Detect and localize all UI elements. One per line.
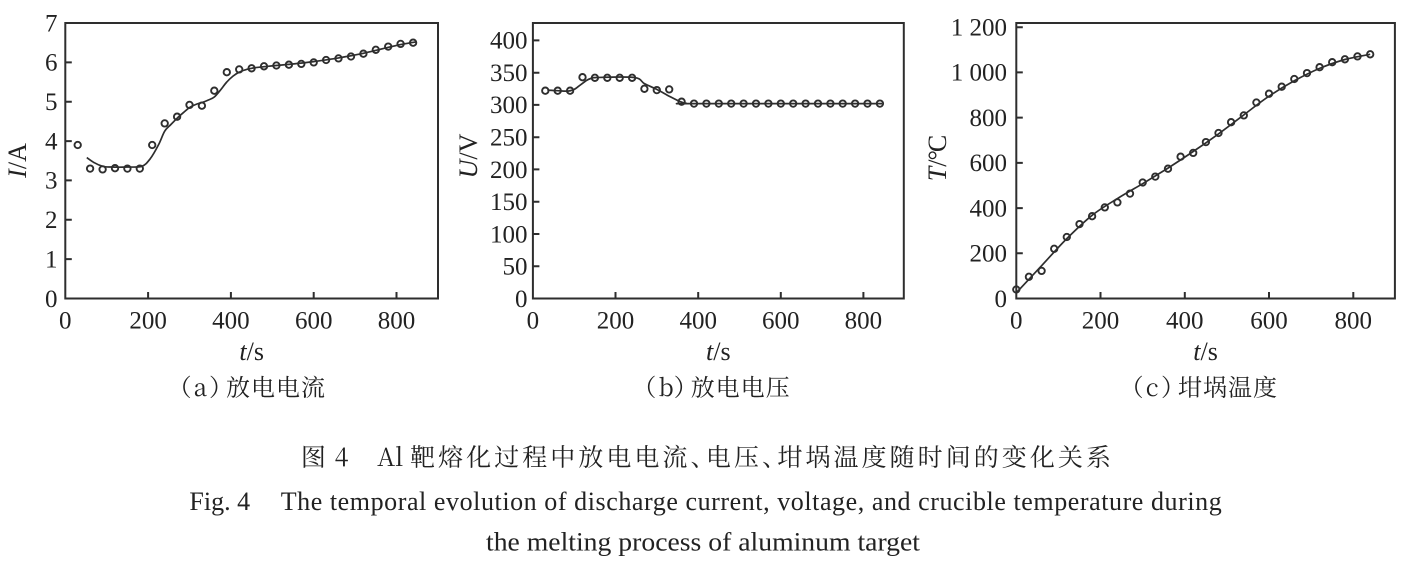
svg-text:Fig. 4: Fig. 4 [189,487,250,516]
svg-text:t/s: t/s [1193,337,1218,366]
svg-text:I/A: I/A [3,143,32,179]
svg-text:4: 4 [45,128,58,155]
svg-text:400: 400 [970,195,1008,222]
svg-text:t/s: t/s [239,337,264,366]
svg-text:600: 600 [295,308,333,335]
svg-text:200: 200 [597,308,635,335]
svg-text:800: 800 [1335,308,1373,335]
svg-text:200: 200 [490,157,528,184]
svg-text:1 200: 1 200 [951,15,1007,42]
svg-text:2: 2 [45,207,58,234]
svg-text:600: 600 [970,150,1008,177]
svg-text:U/V: U/V [454,133,483,178]
svg-text:3: 3 [45,168,58,195]
svg-text:600: 600 [1250,308,1288,335]
svg-text:400: 400 [1166,308,1204,335]
svg-text:100: 100 [490,221,528,248]
svg-text:400: 400 [679,308,717,335]
svg-text:150: 150 [490,189,528,216]
svg-text:1: 1 [45,246,58,273]
svg-text:The temporal evolution of disc: The temporal evolution of discharge curr… [281,487,1222,516]
svg-text:600: 600 [762,308,800,335]
svg-text:0: 0 [995,286,1008,313]
svg-text:0: 0 [515,286,528,313]
svg-text:0: 0 [527,308,540,335]
svg-text:800: 800 [845,308,883,335]
svg-text:0: 0 [1010,308,1023,335]
svg-text:800: 800 [378,308,416,335]
svg-text:t/s: t/s [706,337,731,366]
svg-text:200: 200 [1082,308,1120,335]
svg-text:400: 400 [490,28,528,55]
svg-text:800: 800 [970,105,1008,132]
svg-text:T/°C: T/°C [923,135,952,181]
svg-text:50: 50 [503,254,528,281]
svg-text:1 000: 1 000 [951,60,1007,87]
svg-text:5: 5 [45,89,58,116]
svg-text:200: 200 [129,308,167,335]
svg-text:the melting process of aluminu: the melting process of aluminum target [486,528,921,557]
svg-text:250: 250 [490,125,528,152]
svg-text:400: 400 [212,308,250,335]
svg-text:350: 350 [490,60,528,87]
svg-text:6: 6 [45,50,58,77]
svg-text:300: 300 [490,92,528,119]
svg-text:200: 200 [970,241,1008,268]
svg-text:7: 7 [45,10,58,37]
svg-text:0: 0 [59,308,72,335]
svg-text:0: 0 [45,286,58,313]
